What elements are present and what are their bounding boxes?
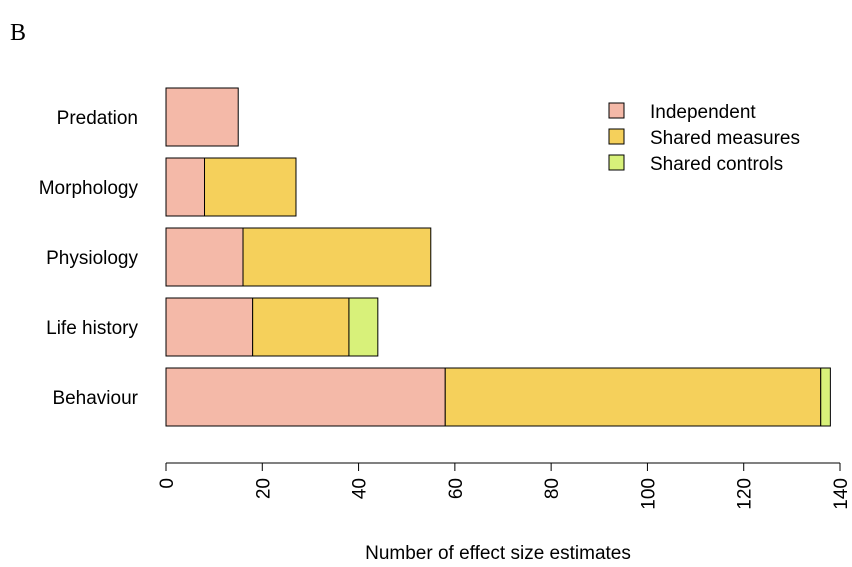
legend-swatch (608, 128, 625, 145)
x-tick-label: 100 (638, 478, 659, 510)
category-label: Life history (46, 318, 138, 339)
bar-segment (165, 297, 254, 357)
bar-segment (348, 297, 379, 357)
bar-segment (165, 87, 239, 147)
x-tick-label: 120 (735, 478, 756, 510)
legend-label: Shared controls (650, 154, 783, 175)
x-tick-label: 60 (446, 478, 467, 499)
category-label: Morphology (39, 178, 139, 199)
bar-segment (252, 297, 350, 357)
category-labels: Behaviour Life history Physiology Morpholog… (39, 108, 139, 409)
category-label: Behaviour (52, 388, 138, 409)
x-tick-label: 80 (542, 478, 563, 499)
bar-segment (165, 157, 206, 217)
x-tick-label: 20 (253, 478, 274, 499)
legend-label: Independent (650, 102, 756, 123)
x-axis-title: Number of effect size estimates (365, 543, 631, 564)
legend: Independent Shared measures Shared control… (608, 102, 800, 175)
bar-segment (165, 227, 244, 287)
bar-segment (204, 157, 297, 217)
bar-segment (444, 367, 822, 427)
category-label: Predation (57, 108, 138, 129)
bar-segment (165, 367, 446, 427)
legend-swatch (608, 154, 625, 171)
bar-segment (242, 227, 432, 287)
x-tick-label: 0 (157, 478, 178, 489)
legend-label: Shared measures (650, 128, 800, 149)
bars (165, 87, 831, 427)
x-tick-label: 40 (350, 478, 371, 499)
category-label: Physiology (46, 248, 138, 269)
x-tick-label: 140 (831, 478, 852, 510)
panel-label: B (10, 20, 26, 46)
legend-swatch (608, 102, 625, 119)
x-axis: 0 20 40 60 80 100 120 140 (157, 462, 852, 510)
bar-segment (820, 367, 831, 427)
